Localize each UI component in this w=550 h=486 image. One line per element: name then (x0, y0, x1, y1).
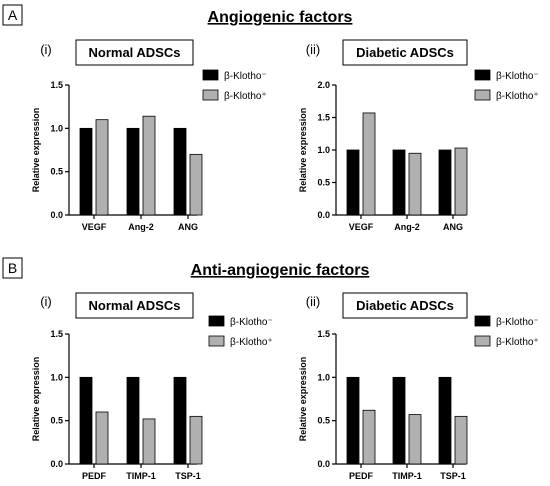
bar (142, 418, 156, 465)
y-tick-label: 1.5 (50, 329, 63, 339)
chart-title: Normal ADSCs (89, 45, 181, 60)
x-tick-label: VEGF (349, 222, 374, 232)
chart-normal-angiogenic: (i) Normal ADSCs 0.0 0.5 1.0 1.5 Relative expr… (31, 39, 267, 232)
bar (362, 409, 376, 465)
chart-title: Diabetic ADSCs (356, 45, 454, 60)
chart-title: Normal ADSCs (89, 298, 181, 313)
y-tick-label: 0.5 (317, 416, 330, 426)
bar (173, 376, 187, 465)
x-tick-label: Ang-2 (128, 222, 154, 232)
legend-swatch (208, 335, 225, 347)
legend-swatch (208, 315, 225, 327)
y-tick-label: 1.5 (50, 80, 63, 90)
y-tick-label: 1.5 (317, 113, 330, 123)
x-tick-label: PEDF (82, 471, 107, 481)
legend-label: β-Klotho⁻ (230, 317, 273, 328)
x-tick-label: TSP-1 (440, 471, 466, 481)
bar (126, 376, 140, 465)
bar (408, 414, 422, 465)
legend-swatch (474, 315, 491, 327)
y-tick-label: 0.0 (50, 459, 63, 469)
y-tick-label: 0.0 (317, 210, 330, 220)
panel-numeral: (i) (40, 294, 52, 309)
bar (392, 149, 406, 216)
bar (438, 149, 452, 216)
panel-numeral: (i) (40, 42, 52, 57)
chart-normal-anti-angiogenic: (i) Normal ADSCs 0.0 0.5 1.0 1.5 Relative expr… (31, 292, 273, 481)
y-axis-label: Relative expression (298, 108, 308, 193)
panel-letter-b: B (8, 260, 17, 276)
y-axis-label: Relative expression (31, 108, 41, 193)
y-tick-label: 0.5 (317, 178, 330, 188)
panel-letter-a: A (8, 7, 18, 23)
legend-label: β-Klotho⁻ (496, 71, 539, 82)
y-tick-label: 1.0 (50, 372, 63, 382)
legend-swatch (202, 69, 219, 81)
y-tick-label: 1.0 (50, 123, 63, 133)
bar (126, 127, 140, 216)
bar (173, 127, 187, 216)
bar (362, 112, 376, 216)
section-title-b: Anti-angiogenic factors (191, 262, 370, 279)
bar (79, 376, 93, 465)
y-tick-label: 0.5 (50, 416, 63, 426)
bar (189, 153, 203, 216)
y-axis-label: Relative expression (298, 357, 308, 442)
chart-diabetic-angiogenic: (ii) Diabetic ADSCs 0.0 0.5 1.0 1.5 2.0 Relativ… (298, 39, 539, 232)
bar (392, 376, 406, 465)
x-tick-label: TSP-1 (175, 471, 201, 481)
panel-letter-box-b (2, 257, 23, 279)
legend-label: β-Klotho⁻ (224, 71, 267, 82)
y-tick-label: 1.0 (317, 372, 330, 382)
x-tick-label: Ang-2 (394, 222, 420, 232)
bar (95, 119, 109, 216)
chart-title-box (75, 39, 194, 66)
chart-title: Diabetic ADSCs (356, 298, 454, 313)
panel-letter-box-a (2, 4, 23, 26)
x-tick-label: VEGF (82, 222, 107, 232)
legend-swatch (474, 89, 491, 101)
bar (346, 376, 360, 465)
legend-swatch (202, 89, 219, 101)
x-tick-label: TIMP-1 (126, 471, 156, 481)
legend-swatch (474, 69, 491, 81)
legend-label: β-Klotho⁺ (496, 91, 539, 102)
y-tick-label: 2.0 (317, 80, 330, 90)
x-tick-label: PEDF (349, 471, 374, 481)
legend-label: β-Klotho⁺ (230, 337, 273, 348)
y-tick-label: 1.5 (317, 329, 330, 339)
bar (454, 147, 468, 216)
bar (189, 415, 203, 465)
chart-title-box (342, 292, 468, 319)
y-tick-label: 1.0 (317, 145, 330, 155)
y-tick-label: 0.0 (317, 459, 330, 469)
bar (79, 127, 93, 216)
panel-numeral: (ii) (306, 294, 320, 309)
bar (346, 149, 360, 216)
x-tick-label: TIMP-1 (392, 471, 422, 481)
x-tick-label: ANG (178, 222, 198, 232)
bar (408, 152, 422, 216)
chart-title-box (342, 39, 468, 66)
bar (142, 115, 156, 216)
legend-label: β-Klotho⁺ (496, 337, 539, 348)
chart-title-box (75, 292, 194, 319)
x-tick-label: ANG (443, 222, 463, 232)
legend-label: β-Klotho⁻ (496, 317, 539, 328)
chart-diabetic-anti-angiogenic: (ii) Diabetic ADSCs 0.0 0.5 1.0 1.5 Relative e… (298, 292, 539, 481)
bar (438, 376, 452, 465)
bar (95, 411, 109, 465)
y-tick-label: 0.5 (50, 167, 63, 177)
section-title-a: Angiogenic factors (208, 9, 353, 26)
bar (454, 415, 468, 465)
y-tick-label: 0.0 (50, 210, 63, 220)
panel-numeral: (ii) (306, 42, 320, 57)
legend-swatch (474, 335, 491, 347)
y-axis-label: Relative expression (31, 357, 41, 442)
legend-label: β-Klotho⁺ (224, 91, 267, 102)
